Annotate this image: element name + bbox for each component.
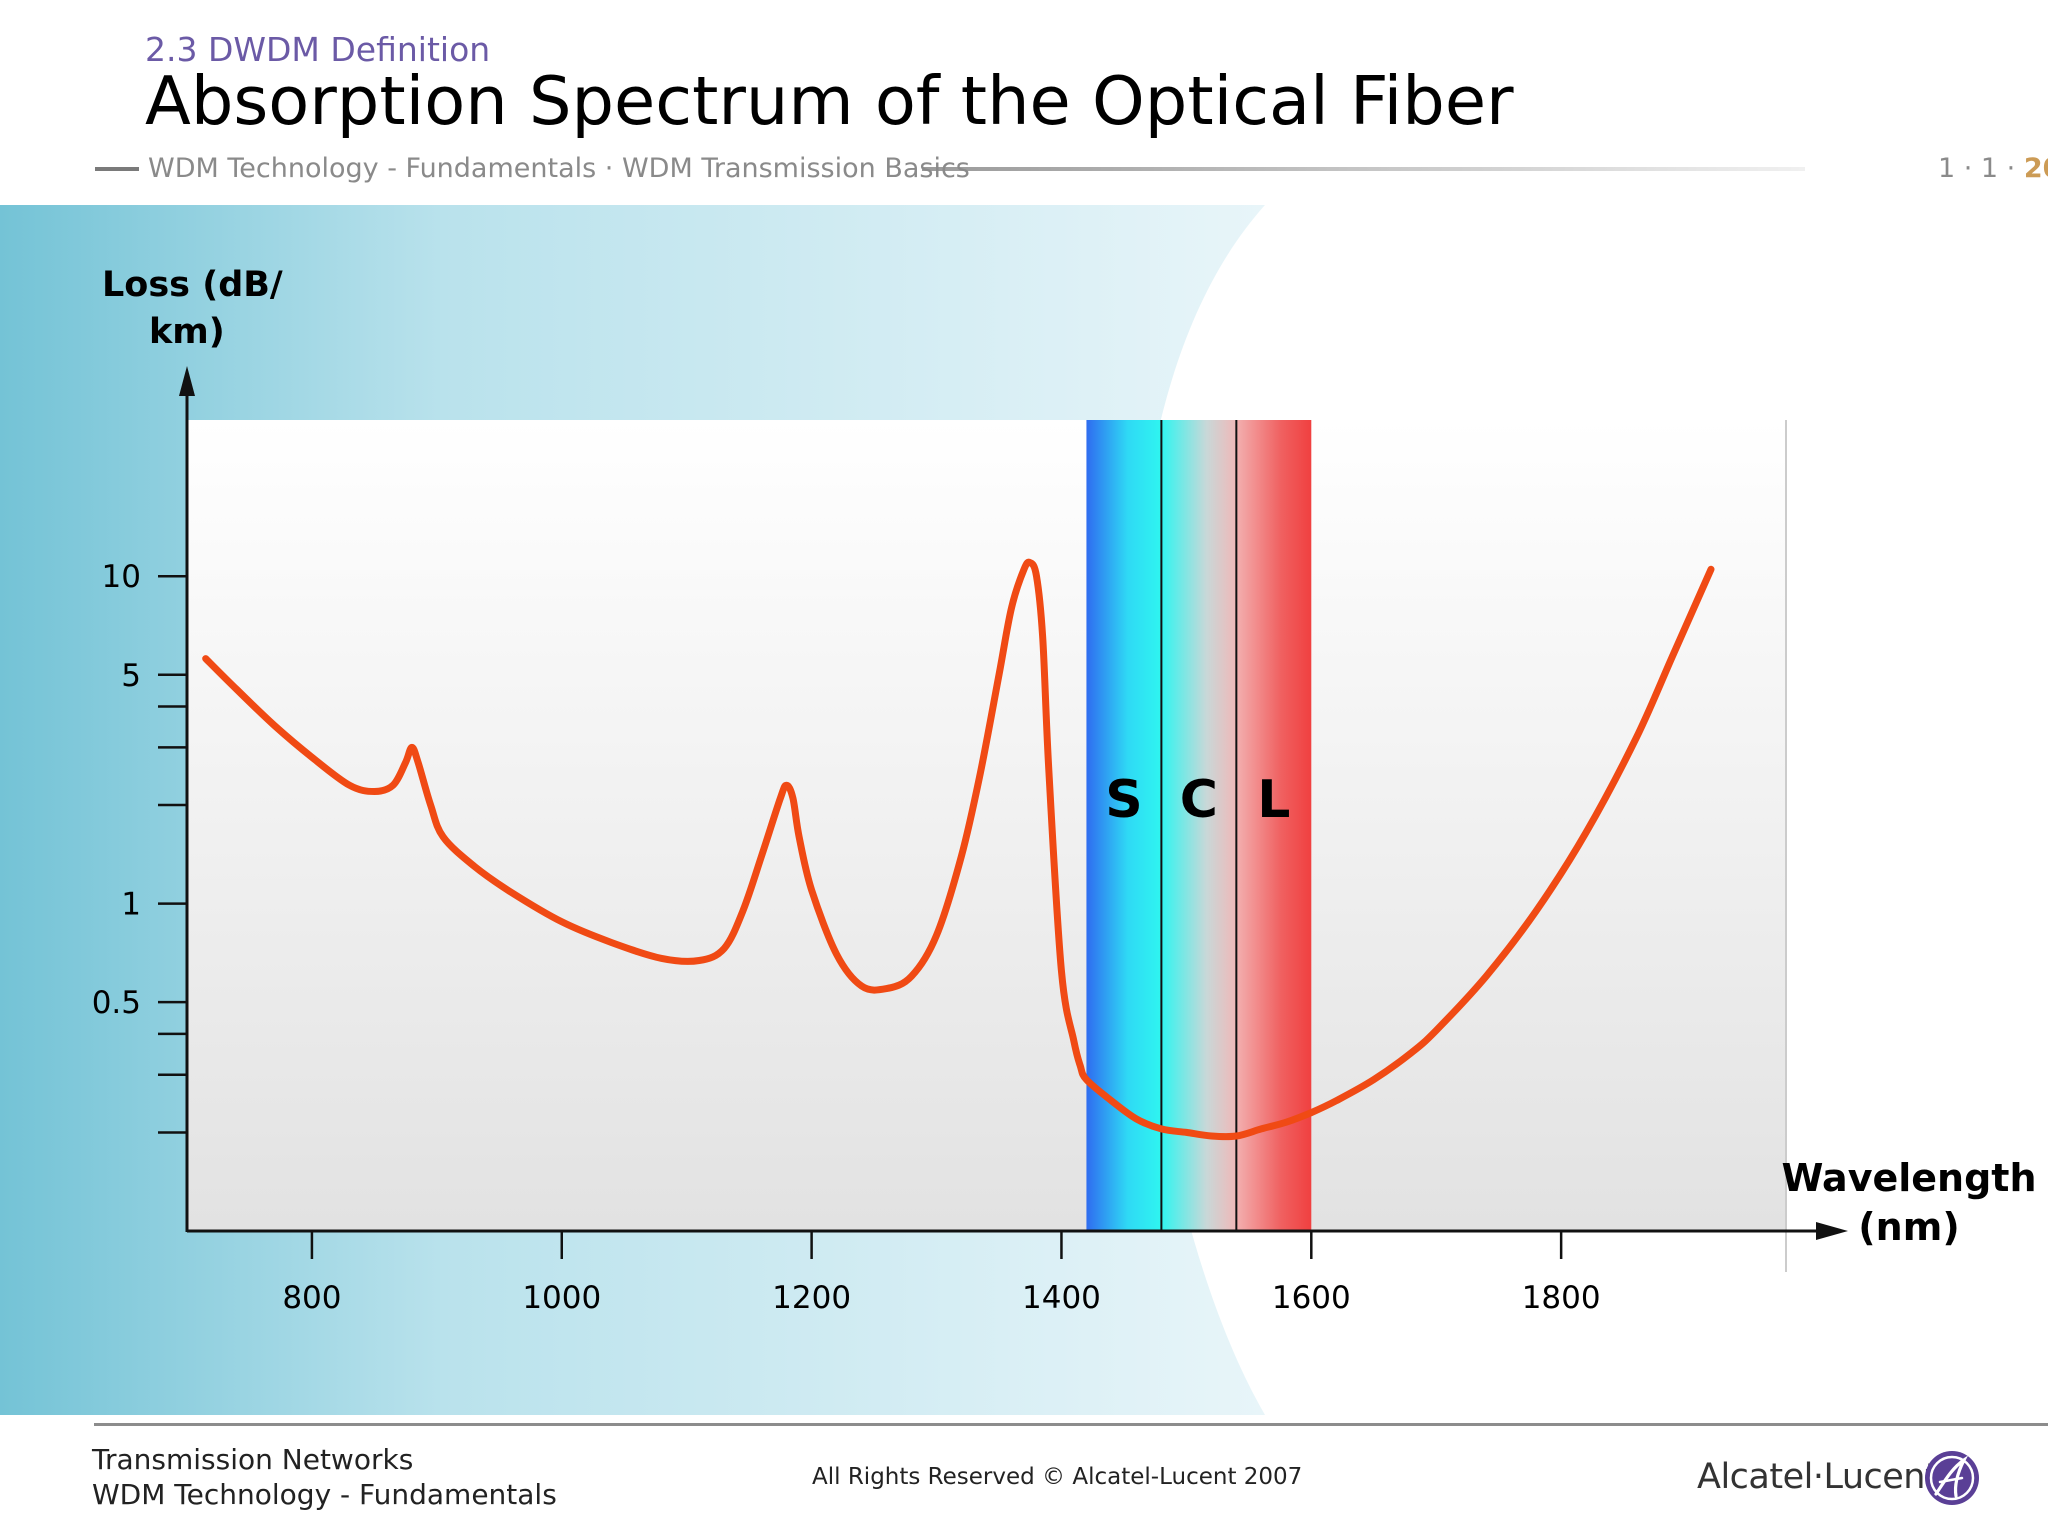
header-underline	[922, 167, 1805, 171]
footer-course-line1: Transmission Networks	[92, 1443, 414, 1476]
page-number-prefix: 1 · 1 ·	[1938, 153, 2024, 184]
page-number-current: 20	[2023, 153, 2048, 184]
header-lead-dash	[95, 167, 139, 171]
breadcrumb: WDM Technology - Fundamentals · WDM Tran…	[148, 153, 970, 184]
band-s-label: S	[1105, 770, 1142, 830]
x-axis-label-line2: (nm)	[1858, 1205, 1959, 1249]
y-tick-label: 0.5	[92, 985, 141, 1021]
company-logo-text: Alcatel·Lucent	[1697, 1457, 1939, 1497]
x-axis-arrow	[1816, 1222, 1848, 1240]
x-tick-label: 1800	[1522, 1280, 1601, 1316]
copyright-notice: All Rights Reserved © Alcatel-Lucent 200…	[812, 1464, 1303, 1490]
x-tick-label: 1600	[1272, 1280, 1351, 1316]
footer-course-line2: WDM Technology - Fundamentals	[92, 1478, 557, 1511]
footer-divider	[94, 1423, 2048, 1426]
loss-curve	[202, 558, 1715, 1141]
page-number: 1 · 1 · 20	[1938, 153, 2048, 184]
band-l-region	[1236, 420, 1312, 1231]
y-tick-label: 1	[121, 887, 141, 923]
y-axis-arrow	[179, 366, 195, 396]
y-tick-label: 5	[121, 658, 141, 694]
band-c-region	[1161, 420, 1237, 1231]
page-title: Absorption Spectrum of the Optical Fiber	[145, 62, 1514, 140]
plot-area	[187, 420, 1787, 1230]
y-axis-label-line1: Loss (dB/	[102, 265, 283, 305]
x-tick-label: 1000	[522, 1280, 601, 1316]
y-tick-label: 10	[102, 559, 141, 595]
band-c-label: C	[1180, 770, 1218, 830]
x-tick-label: 800	[282, 1280, 341, 1316]
alcatel-lucent-logo-icon	[1925, 1451, 1979, 1505]
x-tick-group: 800 1000 1200 1400 1600 1800	[282, 1230, 1601, 1316]
x-tick-label: 1200	[772, 1280, 851, 1316]
y-tick-group: 10 5 1 0.5	[92, 559, 187, 1134]
x-axis-label-line1: Wavelength	[1781, 1156, 2036, 1200]
band-s-region	[1086, 420, 1162, 1231]
section-heading: 2.3 DWDM Definition	[145, 30, 491, 69]
y-axis-label-line2: km)	[149, 312, 225, 352]
x-tick-label: 1400	[1022, 1280, 1101, 1316]
band-l-label: L	[1257, 770, 1290, 830]
